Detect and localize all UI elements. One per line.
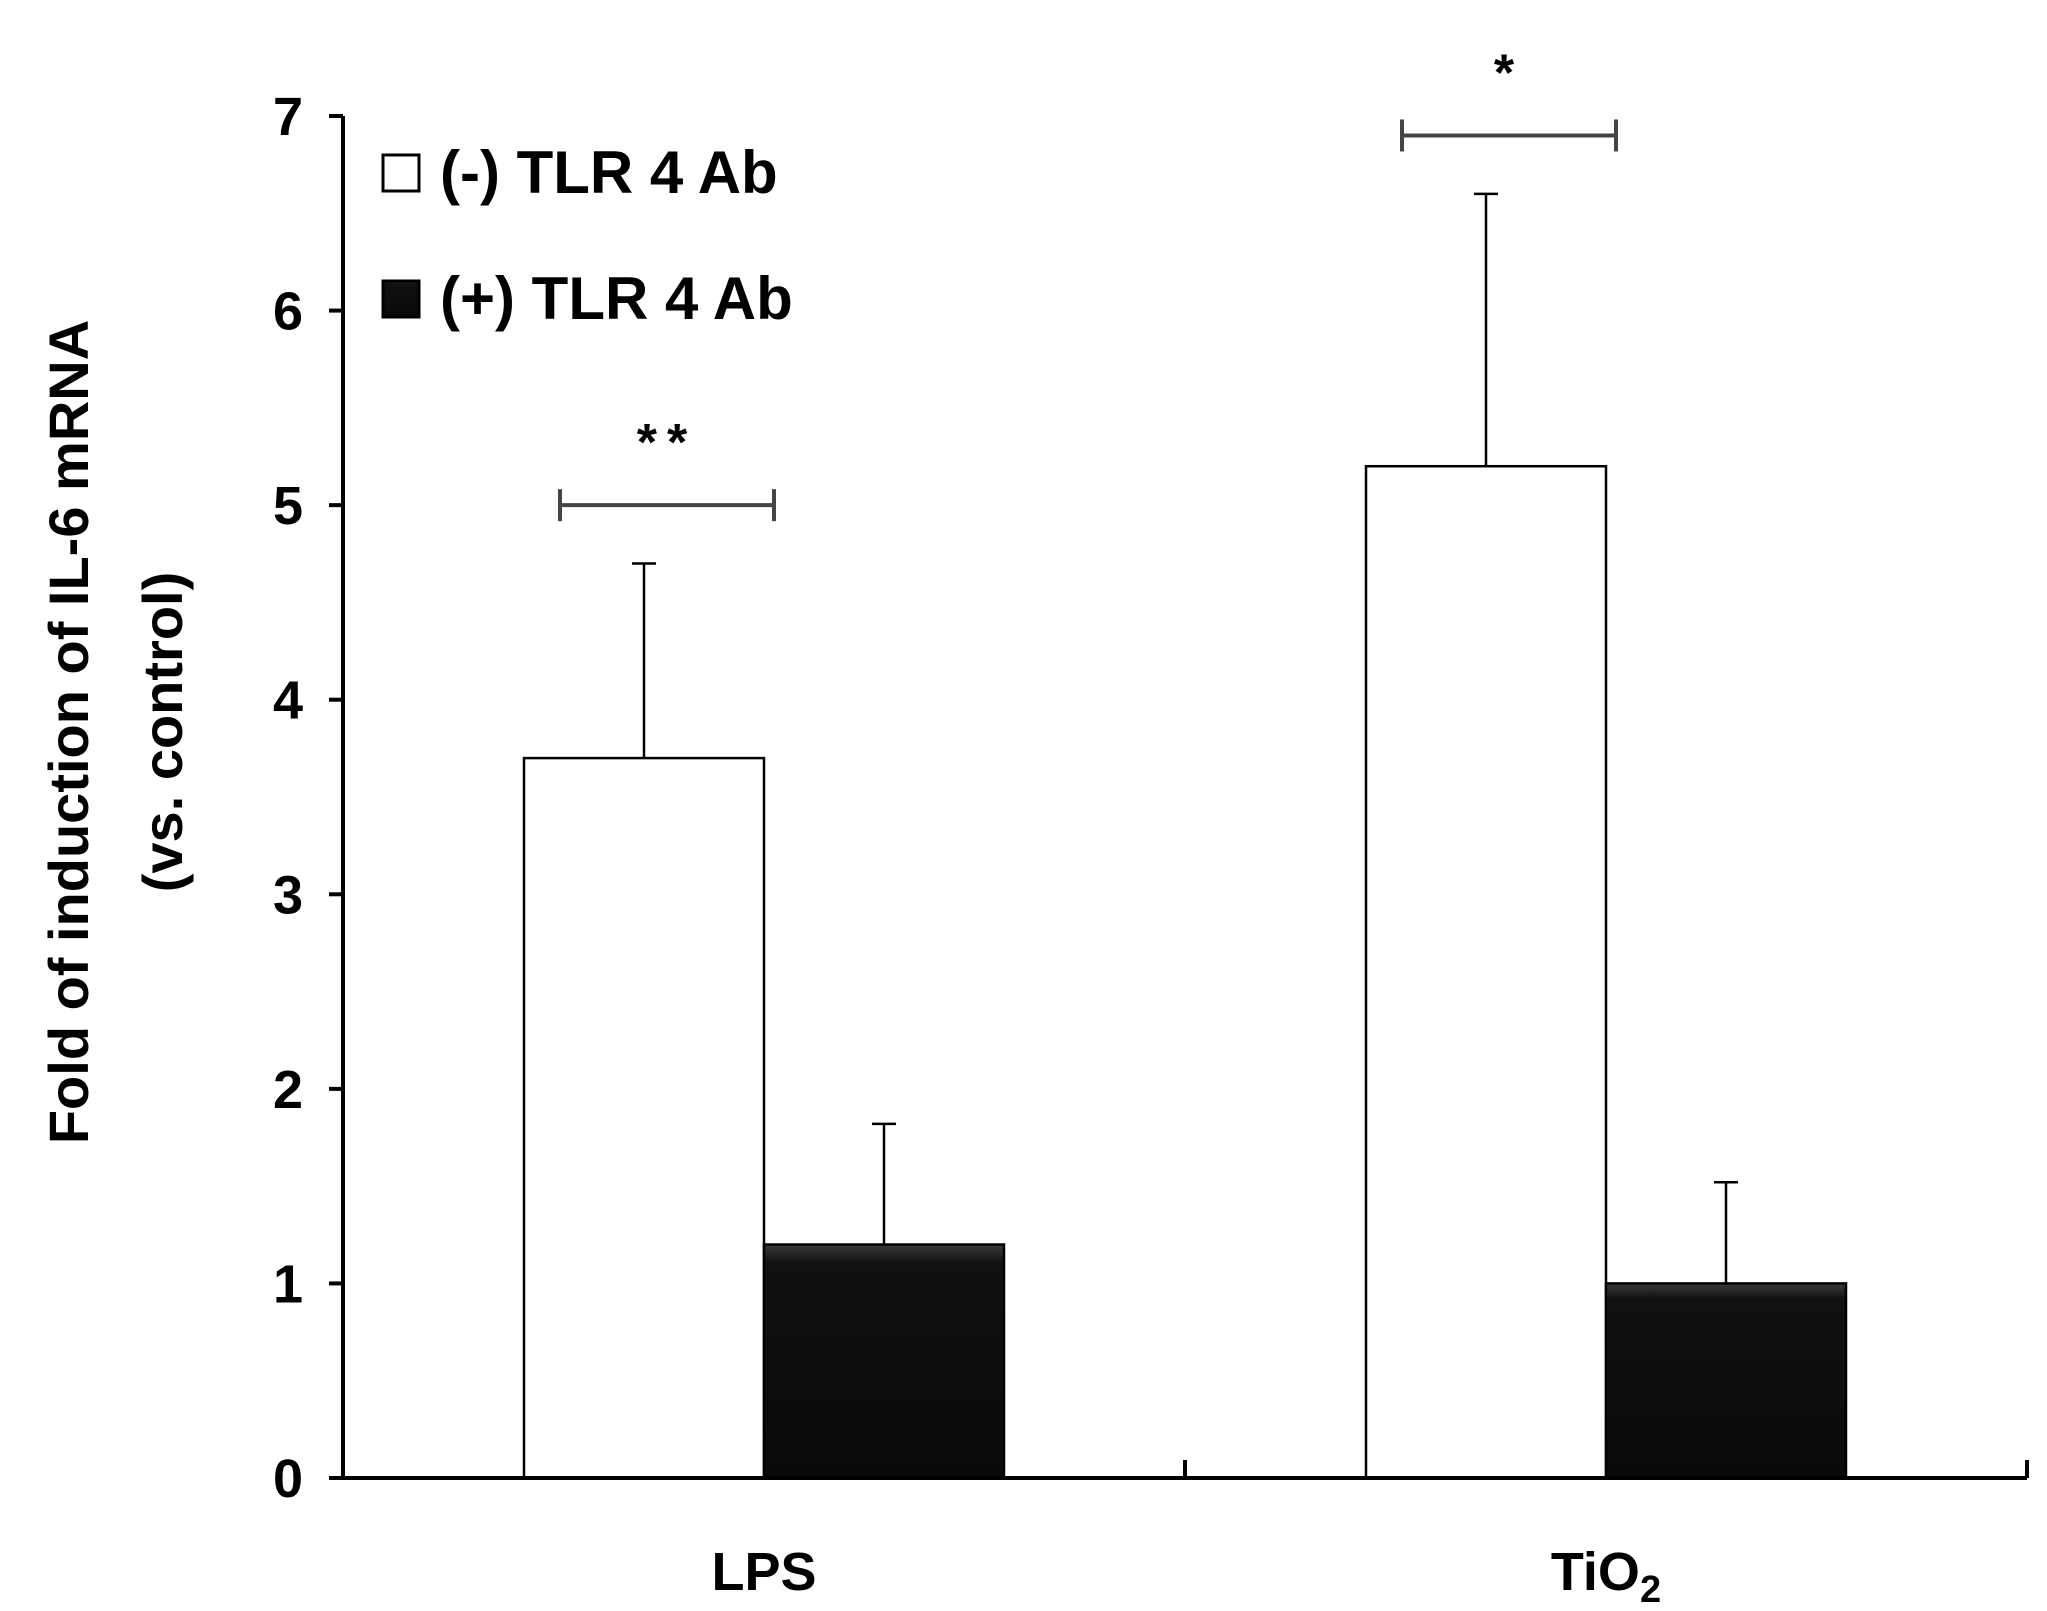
significance-label: * <box>1494 44 1524 102</box>
y-tick-label: 3 <box>273 865 303 925</box>
significance-label: ** <box>637 414 697 472</box>
bar-minus-lps <box>522 756 766 1480</box>
x-tick-label-tio2: TiO2 <box>1551 1542 1661 1611</box>
y-tick-label: 0 <box>273 1449 303 1509</box>
y-tick-label: 2 <box>273 1060 303 1120</box>
y-tick-label: 5 <box>273 476 303 536</box>
y-tick-label: 6 <box>273 282 303 342</box>
x-axis-labels: LPS TiO2 <box>711 1542 1661 1611</box>
bar-minus-tio2 <box>1364 464 1608 1480</box>
legend: (-) TLR 4 Ab (+) TLR 4 Ab <box>381 139 793 332</box>
y-tick-label: 1 <box>273 1254 303 1314</box>
y-axis-title-line2: (vs. control) <box>131 572 194 892</box>
significance-markers: *** <box>558 44 1618 522</box>
legend-swatch-plus <box>381 279 421 319</box>
legend-label-plus: (+) TLR 4 Ab <box>440 265 793 332</box>
y-axis: 0 1 2 3 4 5 6 7 <box>273 87 343 1509</box>
bar-plus-lps <box>762 1243 1006 1480</box>
y-axis-title-line1: Fold of induction of IL-6 mRNA <box>37 320 100 1144</box>
y-tick-label: 7 <box>273 87 303 147</box>
axes <box>341 116 2029 1480</box>
y-tick-label: 4 <box>273 671 303 731</box>
y-axis-title: Fold of induction of IL-6 mRNA (vs. cont… <box>37 320 194 1144</box>
bar-plus-tio2 <box>1604 1282 1848 1480</box>
legend-swatch-minus <box>381 153 421 193</box>
error-bars <box>632 192 1738 1284</box>
legend-label-minus: (-) TLR 4 Ab <box>440 139 778 206</box>
x-tick-label-lps: LPS <box>711 1542 816 1602</box>
bars <box>522 464 1848 1480</box>
